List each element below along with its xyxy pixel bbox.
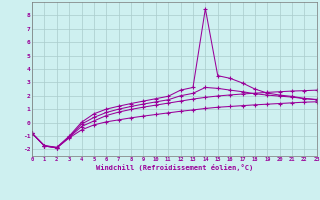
X-axis label: Windchill (Refroidissement éolien,°C): Windchill (Refroidissement éolien,°C) (96, 164, 253, 171)
